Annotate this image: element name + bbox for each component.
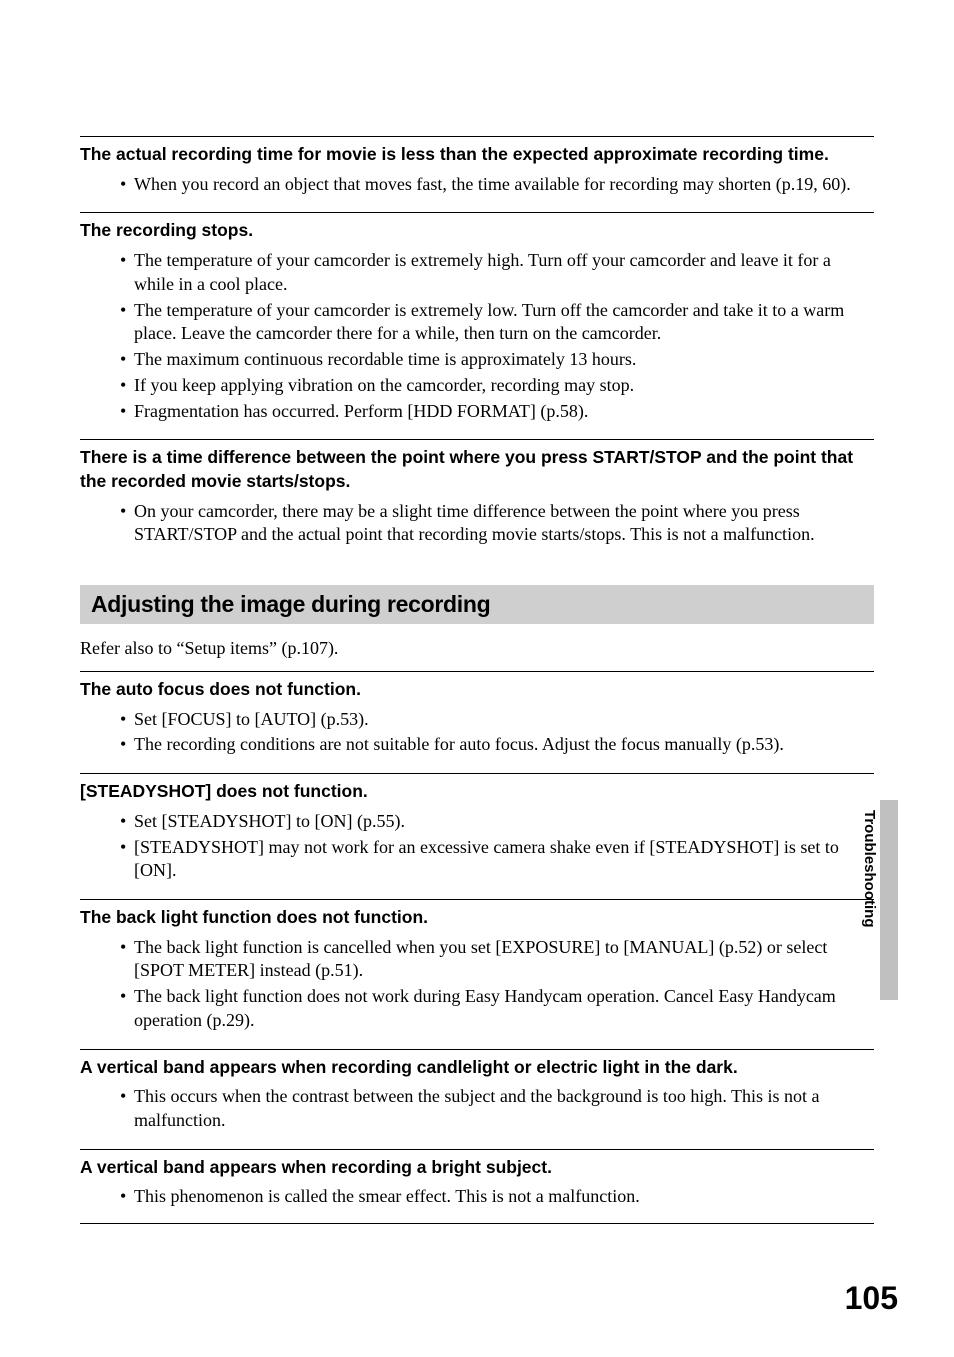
bullet-item: The temperature of your camcorder is ext… — [120, 299, 874, 347]
issue-heading: A vertical band appears when recording c… — [80, 1049, 874, 1080]
bullet-item: This phenomenon is called the smear effe… — [120, 1185, 874, 1209]
section-intro: Refer also to “Setup items” (p.107). — [80, 638, 874, 659]
bullet-item: If you keep applying vibration on the ca… — [120, 374, 874, 398]
bullet-item: This occurs when the contrast between th… — [120, 1085, 874, 1133]
page-number: 105 — [845, 1280, 898, 1317]
bullet-item: [STEADYSHOT] may not work for an excessi… — [120, 836, 874, 884]
page-content: The actual recording time for movie is l… — [80, 136, 874, 1224]
side-tab — [880, 800, 898, 1000]
issue-heading: There is a time difference between the p… — [80, 439, 874, 493]
issue-bullets: This phenomenon is called the smear effe… — [80, 1185, 874, 1219]
bullet-item: The maximum continuous recordable time i… — [120, 348, 874, 372]
bullet-item: Set [STEADYSHOT] to [ON] (p.55). — [120, 810, 874, 834]
issue-heading: The actual recording time for movie is l… — [80, 136, 874, 167]
bullet-item: When you record an object that moves fas… — [120, 173, 874, 197]
issue-heading: The back light function does not functio… — [80, 899, 874, 930]
bullet-item: The back light function does not work du… — [120, 985, 874, 1033]
bullet-item: Fragmentation has occurred. Perform [HDD… — [120, 400, 874, 424]
issue-bullets: Set [FOCUS] to [AUTO] (p.53). The record… — [80, 708, 874, 768]
bullet-item: The temperature of your camcorder is ext… — [120, 249, 874, 297]
issue-heading: The recording stops. — [80, 212, 874, 243]
side-section-label: Troubleshooting — [861, 810, 878, 928]
issue-heading: A vertical band appears when recording a… — [80, 1149, 874, 1180]
issue-bullets: The back light function is cancelled whe… — [80, 936, 874, 1043]
issue-heading: The auto focus does not function. — [80, 671, 874, 702]
issue-bullets: This occurs when the contrast between th… — [80, 1085, 874, 1143]
issue-bullets: The temperature of your camcorder is ext… — [80, 249, 874, 433]
bullet-item: Set [FOCUS] to [AUTO] (p.53). — [120, 708, 874, 732]
section-title: Adjusting the image during recording — [80, 585, 874, 624]
bullet-item: The recording conditions are not suitabl… — [120, 733, 874, 757]
bullet-item: On your camcorder, there may be a slight… — [120, 500, 874, 548]
issue-heading: [STEADYSHOT] does not function. — [80, 773, 874, 804]
issue-bullets: Set [STEADYSHOT] to [ON] (p.55). [STEADY… — [80, 810, 874, 893]
divider — [80, 1223, 874, 1224]
issue-bullets: On your camcorder, there may be a slight… — [80, 500, 874, 558]
issue-bullets: When you record an object that moves fas… — [80, 173, 874, 207]
bullet-item: The back light function is cancelled whe… — [120, 936, 874, 984]
